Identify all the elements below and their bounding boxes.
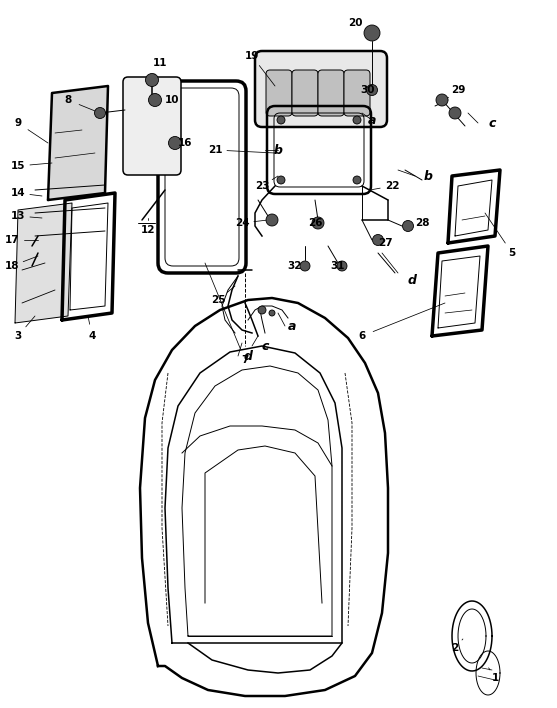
Text: b: b xyxy=(423,169,432,183)
Circle shape xyxy=(258,306,266,314)
Circle shape xyxy=(367,84,378,96)
Circle shape xyxy=(373,234,384,246)
Text: 14: 14 xyxy=(11,188,25,198)
Text: 29: 29 xyxy=(451,85,465,95)
Circle shape xyxy=(277,176,285,184)
Text: 5: 5 xyxy=(509,248,516,258)
Text: 19: 19 xyxy=(245,51,259,61)
Text: d: d xyxy=(243,350,252,362)
Circle shape xyxy=(95,108,105,118)
Text: 13: 13 xyxy=(11,211,25,221)
FancyBboxPatch shape xyxy=(292,70,318,116)
Circle shape xyxy=(449,107,461,119)
Circle shape xyxy=(169,137,182,149)
Text: 15: 15 xyxy=(11,161,25,171)
Text: 26: 26 xyxy=(308,218,323,228)
Circle shape xyxy=(403,220,413,232)
Circle shape xyxy=(337,261,347,271)
Text: 31: 31 xyxy=(331,261,345,271)
Circle shape xyxy=(364,25,380,41)
Text: 30: 30 xyxy=(361,85,375,95)
Text: 4: 4 xyxy=(89,331,96,341)
Text: 10: 10 xyxy=(165,95,179,105)
Text: 22: 22 xyxy=(385,181,399,191)
Text: c: c xyxy=(261,340,268,353)
Text: 32: 32 xyxy=(288,261,302,271)
Text: b: b xyxy=(273,144,282,156)
FancyBboxPatch shape xyxy=(255,51,387,127)
FancyBboxPatch shape xyxy=(123,77,181,175)
Text: 8: 8 xyxy=(65,95,72,105)
Circle shape xyxy=(266,214,278,226)
Circle shape xyxy=(145,74,159,86)
Text: 23: 23 xyxy=(255,181,269,191)
Text: 17: 17 xyxy=(4,235,19,245)
Text: 11: 11 xyxy=(153,58,167,68)
Circle shape xyxy=(353,116,361,124)
FancyBboxPatch shape xyxy=(266,70,292,116)
Text: 3: 3 xyxy=(14,331,22,341)
Text: 6: 6 xyxy=(358,331,365,341)
Text: 20: 20 xyxy=(348,18,362,28)
Text: 9: 9 xyxy=(14,118,22,128)
Text: 2: 2 xyxy=(451,643,458,653)
Text: 1: 1 xyxy=(491,673,499,683)
Text: 7: 7 xyxy=(241,355,248,365)
Circle shape xyxy=(269,310,275,316)
Polygon shape xyxy=(15,203,72,323)
Text: 18: 18 xyxy=(5,261,19,271)
Text: 24: 24 xyxy=(234,218,250,228)
Text: 25: 25 xyxy=(211,295,225,305)
Circle shape xyxy=(436,94,448,106)
Text: 28: 28 xyxy=(415,218,429,228)
Circle shape xyxy=(277,116,285,124)
Text: 12: 12 xyxy=(141,225,155,235)
Text: d: d xyxy=(408,273,417,287)
Circle shape xyxy=(312,217,324,229)
Circle shape xyxy=(149,93,162,106)
FancyBboxPatch shape xyxy=(344,70,370,116)
Text: a: a xyxy=(368,113,376,127)
Circle shape xyxy=(353,176,361,184)
Text: 27: 27 xyxy=(378,238,392,248)
Text: 21: 21 xyxy=(208,145,222,155)
Text: c: c xyxy=(488,117,496,130)
Polygon shape xyxy=(48,86,108,200)
Text: a: a xyxy=(288,319,296,333)
FancyBboxPatch shape xyxy=(318,70,344,116)
Circle shape xyxy=(300,261,310,271)
Text: 16: 16 xyxy=(178,138,192,148)
